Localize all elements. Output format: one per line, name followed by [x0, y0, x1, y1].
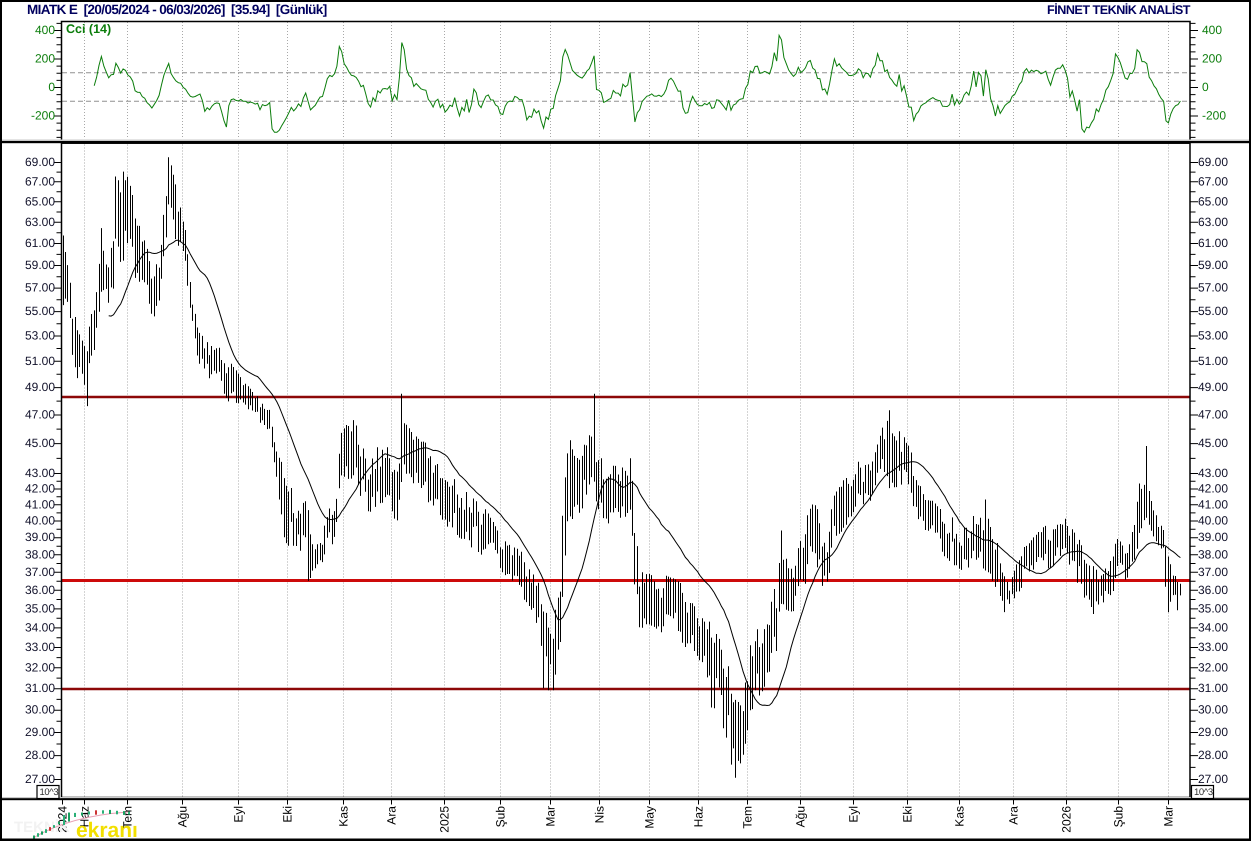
- svg-text:36.00: 36.00: [25, 583, 55, 597]
- svg-text:61.00: 61.00: [1198, 236, 1228, 250]
- svg-text:35.00: 35.00: [1198, 601, 1228, 615]
- svg-text:67.00: 67.00: [1198, 174, 1228, 188]
- svg-text:Eyl: Eyl: [847, 806, 861, 823]
- svg-text:37.00: 37.00: [1198, 565, 1228, 579]
- svg-text:39.00: 39.00: [1198, 530, 1228, 544]
- svg-text:49.00: 49.00: [1198, 380, 1228, 394]
- svg-text:55.00: 55.00: [1198, 304, 1228, 318]
- svg-text:37.00: 37.00: [25, 565, 55, 579]
- svg-text:53.00: 53.00: [1198, 329, 1228, 343]
- svg-text:33.00: 33.00: [1198, 640, 1228, 654]
- svg-text:43.00: 43.00: [1198, 466, 1228, 480]
- svg-text:Tem: Tem: [741, 806, 755, 829]
- svg-text:Şub: Şub: [494, 806, 508, 828]
- svg-text:Eki: Eki: [901, 806, 915, 823]
- svg-text:63.00: 63.00: [25, 215, 55, 229]
- svg-text:59.00: 59.00: [1198, 258, 1228, 272]
- svg-text:32.00: 32.00: [25, 660, 55, 674]
- svg-text:41.00: 41.00: [25, 497, 55, 511]
- svg-text:Eki: Eki: [281, 806, 295, 823]
- svg-text:43.00: 43.00: [25, 466, 55, 480]
- svg-text:65.00: 65.00: [25, 194, 55, 208]
- svg-text:61.00: 61.00: [25, 236, 55, 250]
- svg-text:10^3: 10^3: [40, 787, 59, 798]
- svg-text:Mar: Mar: [544, 806, 558, 827]
- svg-text:29.00: 29.00: [1198, 725, 1228, 739]
- svg-text:53.00: 53.00: [25, 329, 55, 343]
- svg-text:Haz: Haz: [692, 806, 706, 827]
- svg-text:67.00: 67.00: [25, 174, 55, 188]
- svg-text:47.00: 47.00: [1198, 408, 1228, 422]
- svg-text:Kas: Kas: [953, 806, 967, 827]
- svg-text:31.00: 31.00: [1198, 681, 1228, 695]
- svg-text:-200: -200: [1202, 109, 1226, 123]
- svg-text:51.00: 51.00: [1198, 354, 1228, 368]
- svg-text:27.00: 27.00: [25, 772, 55, 786]
- svg-text:36.00: 36.00: [1198, 583, 1228, 597]
- svg-text:57.00: 57.00: [25, 281, 55, 295]
- svg-text:Cci (14): Cci (14): [66, 22, 111, 36]
- svg-text:42.00: 42.00: [1198, 482, 1228, 496]
- svg-text:47.00: 47.00: [25, 408, 55, 422]
- svg-text:55.00: 55.00: [25, 304, 55, 318]
- svg-text:400: 400: [35, 23, 55, 37]
- svg-text:65.00: 65.00: [1198, 194, 1228, 208]
- svg-text:Mar: Mar: [1162, 806, 1176, 827]
- svg-text:FİNNET TEKNİK ANALİST: FİNNET TEKNİK ANALİST: [1047, 3, 1191, 17]
- svg-text:41.00: 41.00: [1198, 497, 1228, 511]
- svg-text:Nis: Nis: [593, 806, 607, 823]
- svg-text:59.00: 59.00: [25, 258, 55, 272]
- svg-text:69.00: 69.00: [1198, 155, 1228, 169]
- svg-text:0: 0: [48, 80, 55, 94]
- svg-text:MIATK E [20/05/2024 - 06/03/2: MIATK E [20/05/2024 - 06/03/2026] [35.94…: [27, 2, 327, 17]
- svg-text:TEKNİK: TEKNİK: [14, 819, 70, 836]
- svg-text:Ağu: Ağu: [794, 806, 808, 827]
- svg-text:32.00: 32.00: [1198, 660, 1228, 674]
- svg-text:Ağu: Ağu: [176, 806, 190, 827]
- svg-text:2026: 2026: [1060, 806, 1074, 833]
- svg-text:200: 200: [35, 52, 55, 66]
- svg-text:2025: 2025: [438, 806, 452, 833]
- svg-text:39.00: 39.00: [25, 530, 55, 544]
- svg-text:34.00: 34.00: [1198, 620, 1228, 634]
- svg-text:Kas: Kas: [337, 806, 351, 827]
- svg-text:49.00: 49.00: [25, 380, 55, 394]
- svg-text:30.00: 30.00: [25, 703, 55, 717]
- svg-text:Eyl: Eyl: [232, 806, 246, 823]
- svg-text:40.00: 40.00: [25, 514, 55, 528]
- svg-text:30.00: 30.00: [1198, 703, 1228, 717]
- svg-text:29.00: 29.00: [25, 725, 55, 739]
- svg-text:35.00: 35.00: [25, 601, 55, 615]
- svg-text:Şub: Şub: [1112, 806, 1126, 828]
- svg-text:-200: -200: [31, 109, 55, 123]
- svg-text:10^3: 10^3: [1194, 787, 1213, 798]
- svg-text:28.00: 28.00: [1198, 748, 1228, 762]
- svg-text:May: May: [643, 806, 657, 829]
- svg-text:57.00: 57.00: [1198, 281, 1228, 295]
- svg-text:34.00: 34.00: [25, 620, 55, 634]
- svg-text:Haz: Haz: [78, 806, 92, 827]
- svg-text:0: 0: [1202, 80, 1209, 94]
- svg-text:Ara: Ara: [385, 806, 399, 825]
- svg-text:63.00: 63.00: [1198, 215, 1228, 229]
- svg-text:38.00: 38.00: [1198, 547, 1228, 561]
- svg-text:27.00: 27.00: [1198, 772, 1228, 786]
- svg-text:69.00: 69.00: [25, 155, 55, 169]
- svg-text:400: 400: [1202, 23, 1222, 37]
- svg-text:38.00: 38.00: [25, 547, 55, 561]
- svg-text:42.00: 42.00: [25, 482, 55, 496]
- svg-text:45.00: 45.00: [25, 436, 55, 450]
- svg-text:51.00: 51.00: [25, 354, 55, 368]
- svg-text:40.00: 40.00: [1198, 514, 1228, 528]
- svg-text:28.00: 28.00: [25, 748, 55, 762]
- svg-text:ekranı: ekranı: [76, 819, 138, 841]
- svg-text:33.00: 33.00: [25, 640, 55, 654]
- svg-text:Ara: Ara: [1007, 806, 1021, 825]
- svg-text:200: 200: [1202, 52, 1222, 66]
- svg-text:31.00: 31.00: [25, 681, 55, 695]
- svg-text:45.00: 45.00: [1198, 436, 1228, 450]
